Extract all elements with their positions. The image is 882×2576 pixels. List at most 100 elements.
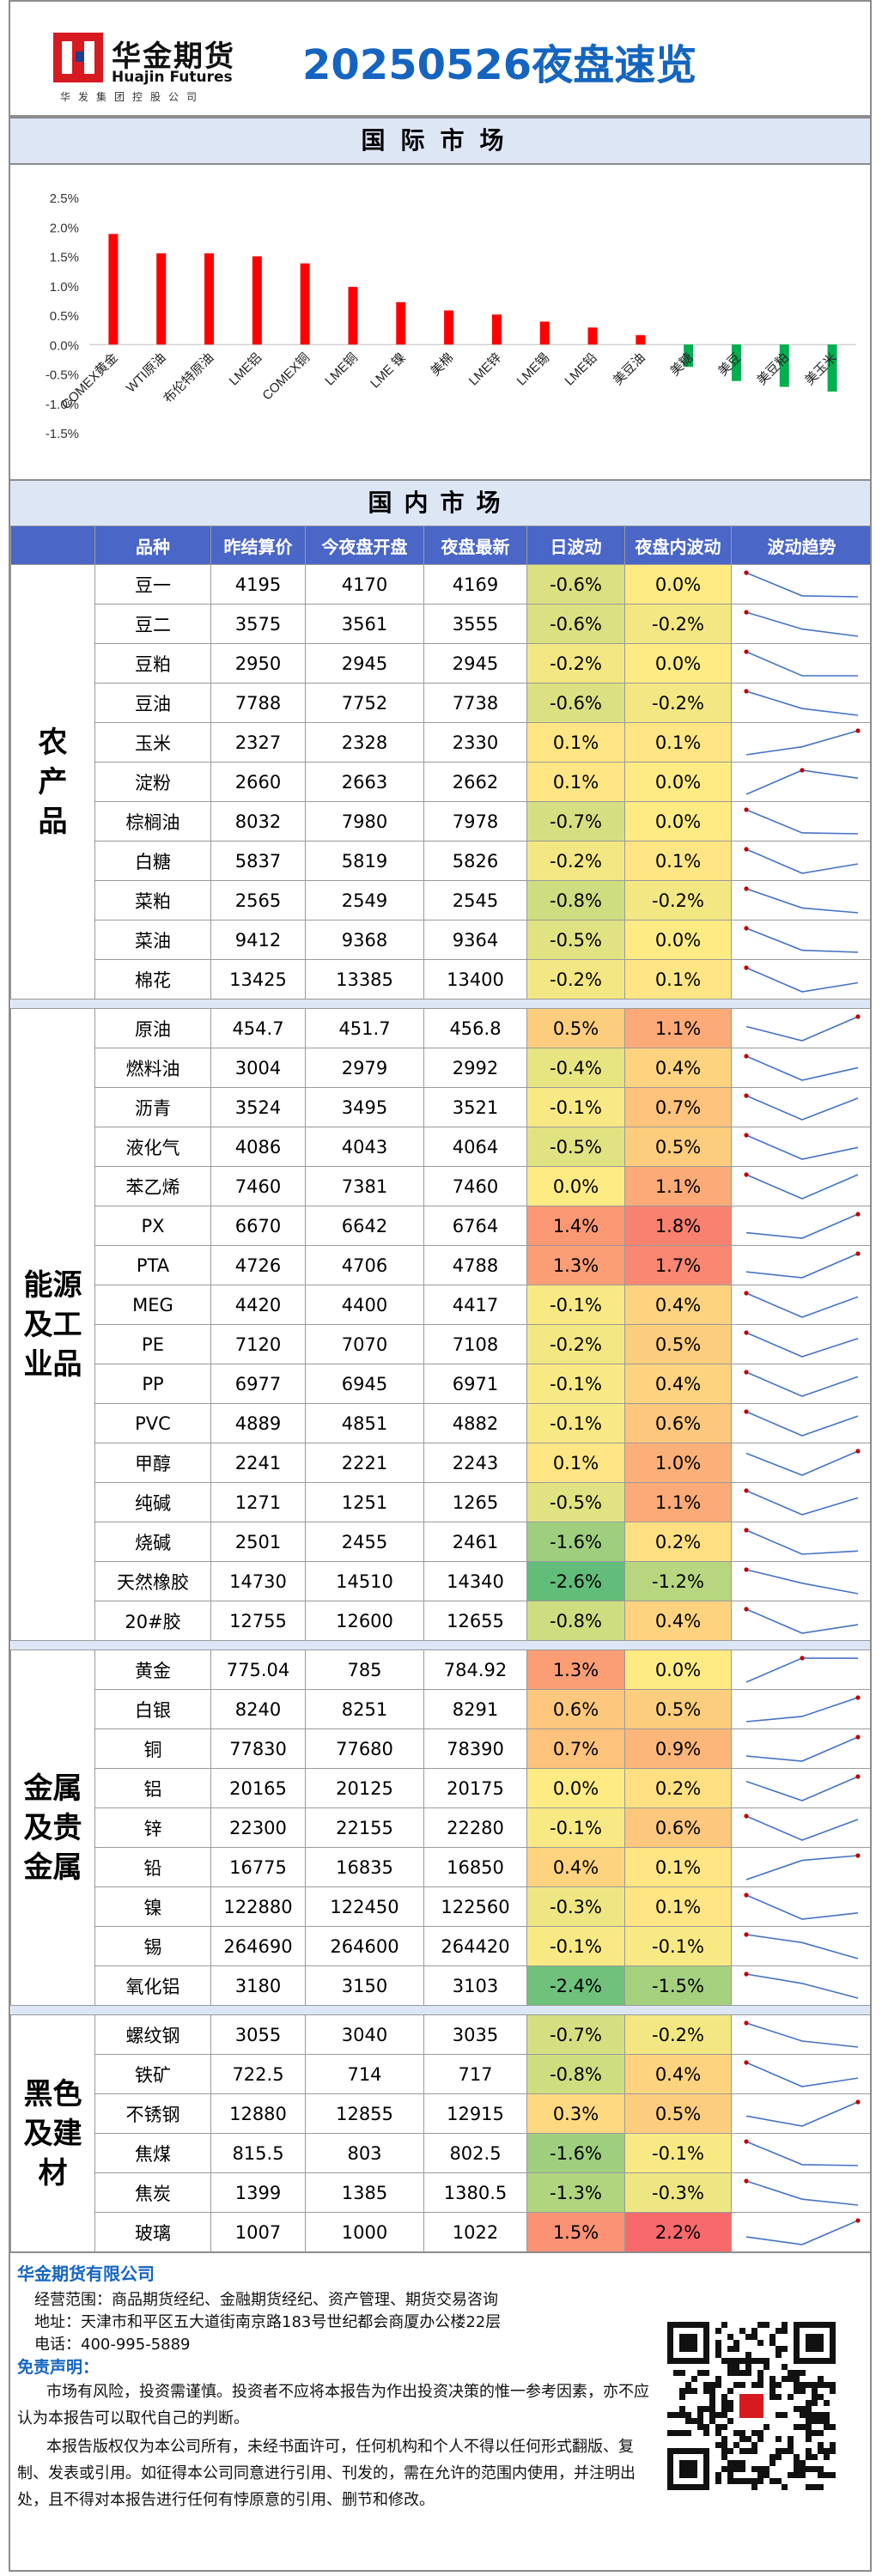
business-scope: 经营范围：商品期货经纪、金融期货经纪、资产管理、期货交易咨询 — [34, 2291, 498, 2309]
cell-day-change: -0.2% — [526, 643, 625, 683]
cell-day-change: -0.2% — [526, 841, 625, 881]
table-row: 白银 8240 8251 8291 0.6% 0.5% — [11, 1689, 870, 1729]
cell-night-change: 1.1% — [624, 1482, 732, 1522]
header-prev-settle: 昨结算价 — [210, 526, 306, 565]
cell-night-open: 12600 — [305, 1601, 424, 1641]
cell-night-last: 2243 — [423, 1443, 527, 1483]
cell-night-change: -0.2% — [624, 604, 732, 644]
cell-night-last: 7738 — [423, 683, 527, 723]
cell-night-last: 9364 — [423, 920, 527, 960]
cell-name: PVC — [94, 1403, 211, 1443]
cell-night-open: 20125 — [305, 1768, 424, 1808]
sparkline-high-marker — [743, 1931, 749, 1937]
header-name: 品种 — [94, 526, 211, 565]
cell-night-change: 0.0% — [624, 643, 732, 683]
bar-8 — [491, 314, 502, 345]
sparkline-high-marker — [855, 727, 861, 733]
table-row: 铁矿 722.5 714 717 -0.8% 0.4% — [11, 2054, 870, 2094]
bar-6 — [396, 301, 406, 345]
cell-night-change: -0.2% — [624, 2014, 732, 2055]
cell-night-change: 0.4% — [624, 1048, 732, 1088]
trend-sparkline — [743, 885, 858, 914]
trend-sparkline — [743, 1606, 858, 1634]
cell-night-open: 3495 — [305, 1087, 424, 1127]
table-row: PX 6670 6642 6764 1.4% 1.8% — [11, 1206, 870, 1246]
cell-prev-settle: 3055 — [210, 2014, 306, 2055]
cell-night-open: 4170 — [305, 564, 424, 605]
cell-trend — [731, 1768, 870, 1808]
sparkline-high-marker — [799, 1655, 805, 1661]
bar-1 — [156, 253, 167, 345]
cell-name: 沥青 — [94, 1087, 211, 1127]
cell-prev-settle: 9412 — [210, 920, 306, 960]
sparkline-line — [745, 1814, 858, 1841]
sparkline-line — [745, 2140, 858, 2166]
cell-night-last: 2461 — [423, 1522, 527, 1562]
cell-night-change: -1.5% — [624, 1965, 732, 2006]
trend-sparkline — [743, 1971, 858, 1999]
sparkline-high-marker — [743, 609, 749, 615]
cell-night-change: 1.7% — [624, 1245, 732, 1285]
trend-sparkline — [743, 846, 858, 874]
cell-night-open: 3040 — [305, 2014, 424, 2055]
cell-day-change: -0.1% — [526, 1926, 625, 1966]
cell-night-open: 4706 — [305, 1245, 424, 1285]
cell-trend — [731, 1127, 870, 1167]
cell-night-last: 1380.5 — [423, 2172, 527, 2213]
cell-name: MEG — [94, 1285, 211, 1325]
cell-prev-settle: 1007 — [210, 2212, 306, 2252]
cell-trend — [731, 1166, 870, 1206]
sparkline-line — [745, 611, 858, 637]
cell-night-open: 5819 — [305, 841, 424, 881]
cell-trend — [731, 1403, 870, 1443]
cell-night-change: 0.1% — [624, 959, 732, 999]
cell-night-change: 1.1% — [624, 1008, 732, 1048]
cell-trend — [731, 1847, 870, 1887]
cell-name: 菜油 — [94, 920, 211, 960]
cell-night-last: 2945 — [423, 643, 527, 683]
sparkline-line — [745, 1893, 858, 1920]
cell-day-change: -0.2% — [526, 959, 625, 999]
cell-night-change: 0.0% — [624, 801, 732, 841]
cell-night-open: 7980 — [305, 801, 424, 841]
trend-sparkline — [745, 2217, 861, 2245]
cell-night-last: 3103 — [423, 1965, 527, 2006]
cell-prev-settle: 8032 — [210, 801, 306, 841]
y-tick-label: 2.5% — [50, 191, 79, 206]
category-label: 布伦特原油 — [161, 350, 216, 406]
international-bar-chart: 2.5% 2.0% 1.5% 1.0% 0.5% 0.0% -0.5% -1.0% -1.5% C… — [46, 191, 856, 441]
cell-day-change: -0.7% — [526, 801, 625, 841]
cell-night-last: 456.8 — [423, 1008, 527, 1048]
y-tick-label: -1.0% — [46, 398, 79, 412]
cell-trend — [731, 1008, 870, 1048]
company-logo: 华金期货 Huajin Futures 华发集团控股公司 — [45, 24, 268, 103]
cell-night-last: 3035 — [423, 2014, 527, 2055]
disclaimer-paragraph-1: 市场有风险，投资需谨慎。投资者不应将本报告为作出投资决策的惟一参考因素，亦不应认… — [17, 2383, 649, 2427]
cell-day-change: 0.0% — [526, 1768, 625, 1808]
table-row: 烧碱 2501 2455 2461 -1.6% 0.2% — [11, 1522, 870, 1562]
sparkline-high-marker — [855, 1852, 861, 1858]
group-separator — [10, 999, 870, 1009]
sparkline-high-marker — [743, 1329, 749, 1335]
cell-name: 棉花 — [94, 959, 211, 999]
cell-night-last: 4417 — [423, 1285, 527, 1325]
cell-night-last: 2545 — [423, 880, 527, 920]
report-header: 华金期货 Huajin Futures 华发集团控股公司 20250526夜盘速… — [10, 2, 870, 117]
cell-night-open: 2549 — [305, 880, 424, 920]
sparkline-line — [745, 571, 858, 598]
sparkline-high-marker — [855, 1250, 861, 1256]
cell-name: 天然橡胶 — [94, 1561, 211, 1601]
cell-night-open: 2945 — [305, 643, 424, 683]
cell-trend — [731, 1324, 870, 1364]
sparkline-line — [745, 808, 858, 835]
sparkline-high-marker — [743, 1171, 749, 1177]
cell-prev-settle: 12880 — [210, 2093, 306, 2134]
y-tick-label: 2.0% — [50, 221, 79, 235]
cell-name: 不锈钢 — [94, 2093, 211, 2134]
table-row: 20#胶 12755 12600 12655 -0.8% 0.4% — [11, 1601, 870, 1641]
trend-sparkline — [743, 569, 858, 598]
cell-night-open: 451.7 — [305, 1008, 424, 1048]
cell-night-last: 2662 — [423, 762, 527, 802]
cell-day-change: -0.5% — [526, 920, 625, 960]
cell-night-open: 2663 — [305, 762, 424, 802]
